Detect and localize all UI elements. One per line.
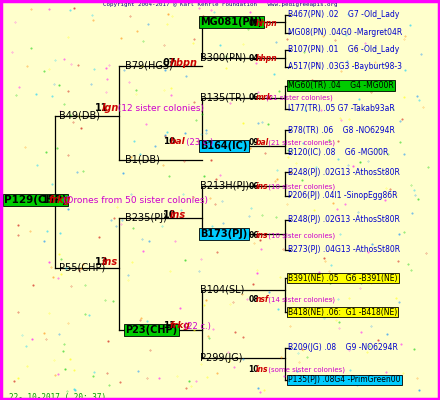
Text: 10: 10 — [249, 365, 259, 374]
Text: bal: bal — [256, 138, 269, 147]
Text: (12 sister colonies): (12 sister colonies) — [113, 104, 205, 112]
Text: 13: 13 — [95, 257, 108, 267]
Text: ins: ins — [170, 210, 186, 220]
Text: frkg: frkg — [49, 195, 71, 205]
Text: 10: 10 — [163, 210, 176, 220]
Text: (23 c.): (23 c.) — [181, 138, 213, 146]
Text: (Drones from 50 sister colonies): (Drones from 50 sister colonies) — [63, 196, 208, 204]
Text: B467(PN) .02    G7 -Old_Lady: B467(PN) .02 G7 -Old_Lady — [288, 10, 400, 19]
Text: B273(PJ) .04G13 -AthosSt80R: B273(PJ) .04G13 -AthosSt80R — [288, 246, 400, 254]
Text: B1(DB): B1(DB) — [125, 155, 160, 165]
Text: ins: ins — [102, 257, 118, 267]
Text: B107(PN) .01    G6 -Old_Lady: B107(PN) .01 G6 -Old_Lady — [288, 46, 400, 54]
Text: MG08(PN) .04G0 -Margret04R: MG08(PN) .04G0 -Margret04R — [288, 28, 403, 37]
Text: B209(JG) .08    G9 -NO6294R: B209(JG) .08 G9 -NO6294R — [288, 344, 398, 352]
Text: 10: 10 — [163, 138, 175, 146]
Text: (10 sister colonies): (10 sister colonies) — [267, 184, 336, 190]
Text: (21 sister colonies): (21 sister colonies) — [267, 140, 335, 146]
Text: 11: 11 — [95, 103, 108, 113]
Text: B120(IC) .08    G6 -MG00R: B120(IC) .08 G6 -MG00R — [288, 148, 389, 157]
Text: B49(DB): B49(DB) — [59, 111, 100, 121]
Text: 06: 06 — [249, 94, 259, 102]
Text: MG081(PN): MG081(PN) — [200, 17, 262, 27]
Text: P23(CHP): P23(CHP) — [125, 325, 177, 335]
Text: (22 c.): (22 c.) — [184, 322, 211, 330]
Text: (21 sister colonies): (21 sister colonies) — [267, 95, 333, 101]
Text: B135(TR): B135(TR) — [200, 93, 246, 103]
Text: B248(PJ) .02G13 -AthosSt80R: B248(PJ) .02G13 -AthosSt80R — [288, 168, 400, 176]
Text: A517(PN) .03G3 -Bayburt98-3: A517(PN) .03G3 -Bayburt98-3 — [288, 62, 402, 71]
Text: (some sister colonies): (some sister colonies) — [267, 366, 345, 373]
Text: hhpn: hhpn — [256, 20, 277, 28]
Text: hhpn: hhpn — [256, 54, 277, 63]
Text: B391(NE) .05   G6 -B391(NE): B391(NE) .05 G6 -B391(NE) — [288, 274, 398, 282]
Text: B248(PJ) .02G13 -AthosSt80R: B248(PJ) .02G13 -AthosSt80R — [288, 216, 400, 224]
Text: B173(PJ): B173(PJ) — [200, 229, 247, 239]
Text: mrk: mrk — [256, 94, 272, 102]
Text: 07: 07 — [163, 58, 176, 68]
Text: (14 sister colonies): (14 sister colonies) — [267, 297, 335, 303]
Text: ins: ins — [256, 182, 268, 191]
Text: B104(SL): B104(SL) — [200, 285, 245, 295]
Text: hbpn: hbpn — [170, 58, 198, 68]
Text: P55(CHP): P55(CHP) — [59, 263, 106, 273]
Text: lgn: lgn — [102, 103, 119, 113]
Text: P206(PJ) .04l1 -SinopEgg86R: P206(PJ) .04l1 -SinopEgg86R — [288, 192, 398, 200]
Text: B213H(PJ): B213H(PJ) — [200, 181, 249, 191]
Text: 05: 05 — [249, 20, 259, 28]
Text: bal: bal — [170, 138, 186, 146]
Text: B78(TR) .06    G8 -NO6294R: B78(TR) .06 G8 -NO6294R — [288, 126, 395, 134]
Text: frkg: frkg — [170, 322, 191, 330]
Text: Copyright 2004-2017 @ Karl Kehrle Foundation   www.pedigreeapis.org: Copyright 2004-2017 @ Karl Kehrle Founda… — [103, 2, 337, 7]
Text: B418(NE) .06:  G1 -B418(NE): B418(NE) .06: G1 -B418(NE) — [288, 308, 397, 316]
Text: ins: ins — [256, 365, 268, 374]
Text: 06: 06 — [249, 182, 259, 191]
Text: ins: ins — [256, 232, 268, 240]
Text: B235(PJ): B235(PJ) — [125, 213, 167, 223]
Text: 06: 06 — [249, 232, 259, 240]
Text: 09: 09 — [249, 138, 259, 147]
Text: 22- 10-2017 ( 20: 37): 22- 10-2017 ( 20: 37) — [9, 393, 106, 400]
Text: 08: 08 — [249, 296, 259, 304]
Text: B300(PN): B300(PN) — [200, 53, 246, 63]
Text: B164(IC): B164(IC) — [200, 141, 248, 151]
Text: 04: 04 — [249, 54, 259, 63]
Text: I177(TR) .05 G7 -Takab93aR: I177(TR) .05 G7 -Takab93aR — [288, 104, 395, 113]
Text: nsf: nsf — [256, 296, 269, 304]
Text: B79(HGS): B79(HGS) — [125, 61, 173, 71]
Text: MG60(TR) .04    G4 -MG00R: MG60(TR) .04 G4 -MG00R — [288, 81, 394, 90]
Text: 15: 15 — [42, 195, 55, 205]
Text: P129(CHP): P129(CHP) — [4, 195, 67, 205]
Text: P299(JG): P299(JG) — [200, 353, 243, 363]
Text: 11: 11 — [163, 322, 175, 330]
Text: (10 sister colonies): (10 sister colonies) — [267, 233, 336, 239]
Text: P135(PJ) .08G4 -PrimGreen00: P135(PJ) .08G4 -PrimGreen00 — [288, 376, 401, 384]
